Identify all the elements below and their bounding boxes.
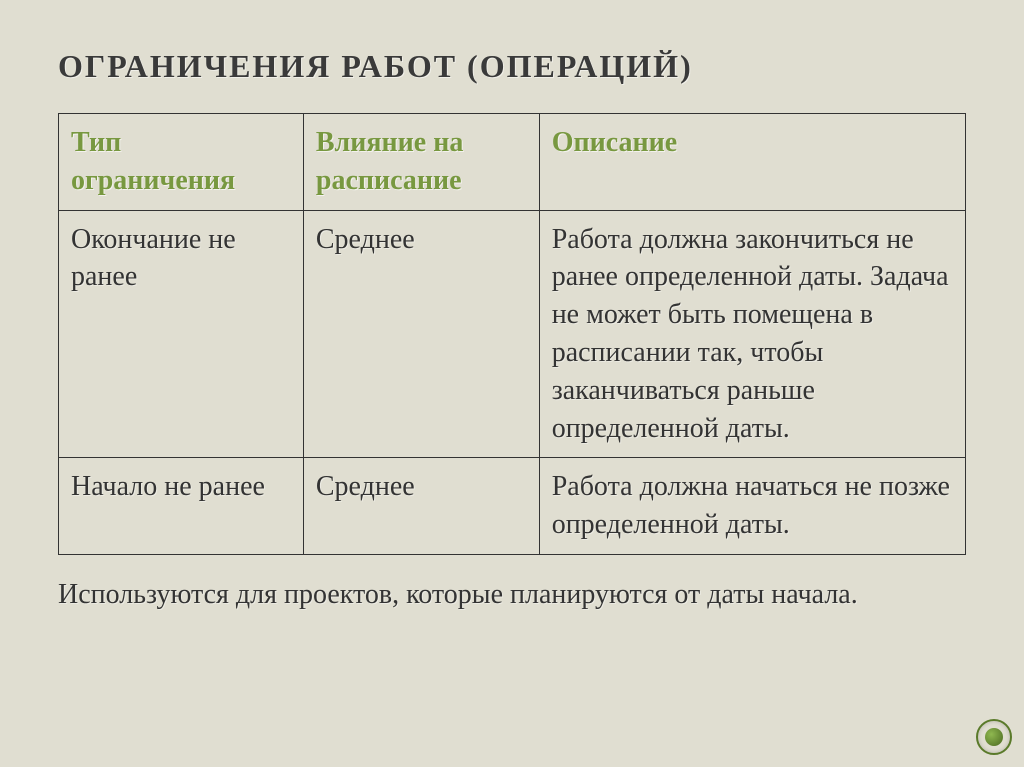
header-type: Тип ограничения xyxy=(59,114,304,211)
cell-impact: Среднее xyxy=(303,210,539,458)
cell-impact: Среднее xyxy=(303,458,539,555)
table-row: Начало не ранее Среднее Работа должна на… xyxy=(59,458,966,555)
table-row: Окончание не ранее Среднее Работа должна… xyxy=(59,210,966,458)
cell-description: Работа должна начаться не позже определе… xyxy=(539,458,965,555)
footer-note: Используются для проектов, которые плани… xyxy=(58,579,966,611)
decorative-inner-dot xyxy=(985,728,1003,746)
cell-type: Окончание не ранее xyxy=(59,210,304,458)
cell-type: Начало не ранее xyxy=(59,458,304,555)
header-impact: Влияние на расписание xyxy=(303,114,539,211)
slide-container: ОГРАНИЧЕНИЯ РАБОТ (ОПЕРАЦИЙ) Тип огранич… xyxy=(0,0,1024,767)
constraints-table: Тип ограничения Влияние на расписание Оп… xyxy=(58,113,966,555)
header-description: Описание xyxy=(539,114,965,211)
table-header-row: Тип ограничения Влияние на расписание Оп… xyxy=(59,114,966,211)
cell-description: Работа должна закончиться не ранее опред… xyxy=(539,210,965,458)
decorative-corner-icon xyxy=(976,719,1012,755)
slide-title: ОГРАНИЧЕНИЯ РАБОТ (ОПЕРАЦИЙ) xyxy=(58,48,966,85)
